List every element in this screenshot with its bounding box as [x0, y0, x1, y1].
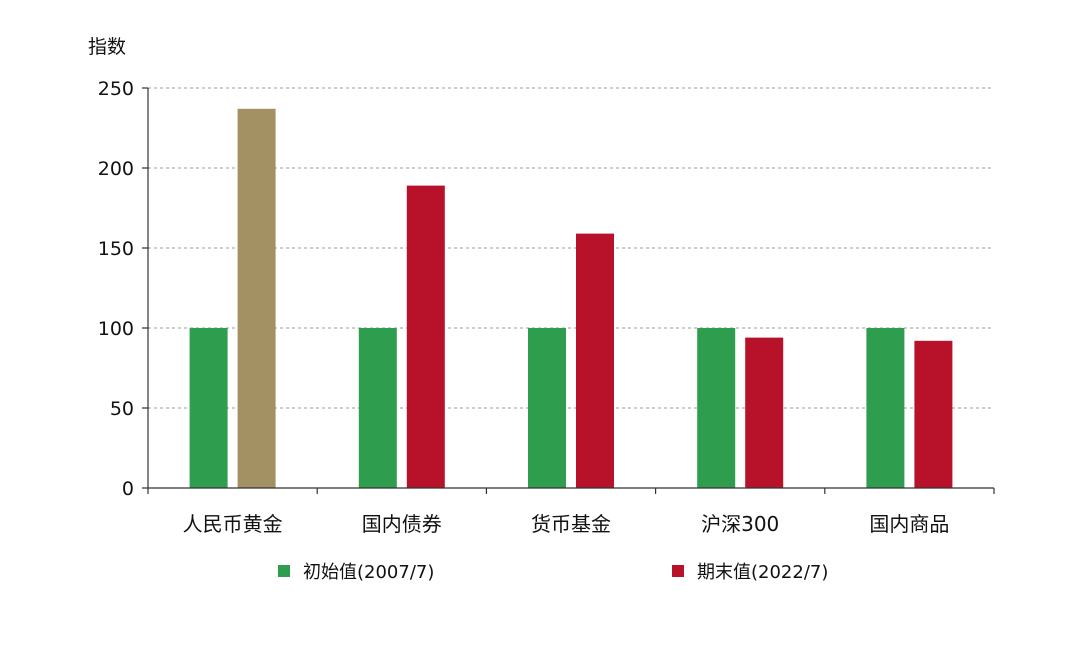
legend-swatch — [672, 565, 684, 577]
bar-initial — [528, 328, 566, 488]
bar-initial — [358, 328, 397, 488]
bar-initial — [866, 328, 905, 488]
x-tick-label: 货币基金 — [531, 512, 611, 536]
y-tick-label: 150 — [98, 238, 134, 260]
axes — [142, 87, 995, 494]
bar-initial — [189, 328, 228, 488]
y-tick-label: 200 — [98, 158, 134, 180]
bar-final — [406, 185, 445, 488]
x-tick-label: 沪深300 — [701, 512, 779, 536]
bars — [189, 108, 953, 489]
legend-label: 期末值(2022/7) — [697, 562, 828, 583]
y-tick-label: 100 — [98, 318, 134, 340]
x-tick-label: 人民币黄金 — [183, 512, 283, 536]
legend-label: 初始值(2007/7) — [303, 562, 434, 583]
legend: 初始值(2007/7) 期末值(2022/7) — [278, 562, 828, 583]
legend-swatch — [278, 565, 290, 577]
y-tick-label: 50 — [110, 398, 134, 420]
gridlines — [148, 87, 994, 409]
x-tick-label: 国内商品 — [869, 512, 949, 536]
bar-initial — [697, 328, 736, 488]
x-tick-labels: 人民币黄金 国内债券 货币基金 沪深300 国内商品 — [183, 512, 950, 536]
y-tick-label: 250 — [98, 78, 134, 100]
bar-final — [745, 337, 784, 488]
x-tick-label: 国内债券 — [362, 512, 442, 536]
bar-final — [576, 233, 614, 488]
y-tick-label: 0 — [122, 478, 134, 500]
y-tick-labels: 0 50 100 150 200 250 — [98, 78, 134, 500]
bar-final — [914, 340, 953, 488]
bar-final — [237, 108, 276, 489]
y-axis-title: 指数 — [88, 36, 126, 58]
